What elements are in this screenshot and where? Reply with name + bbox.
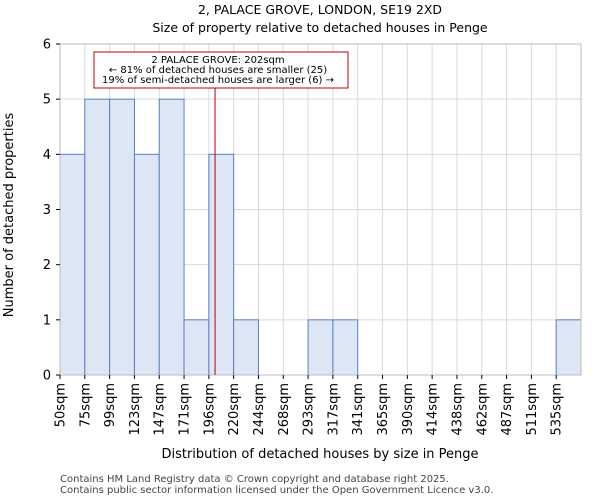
x-tick-label: 511sqm <box>525 383 540 436</box>
x-tick-label: 75sqm <box>78 383 93 427</box>
y-tick-label: 2 <box>43 258 51 273</box>
x-axis-ticks: 50sqm 75sqm 99sqm 123sqm 147sqm 171sqm 196sqm 2… <box>54 375 565 436</box>
x-tick-label: 147sqm <box>153 383 168 436</box>
annotation-frame <box>93 51 349 89</box>
bar-293sqm <box>307 319 334 376</box>
footer-line1: Contains HM Land Registry data © Crown c… <box>60 474 449 485</box>
y-axis-label: Number of detached properties <box>2 113 17 318</box>
annotation-line3: 19% of semi-detached houses are larger (… <box>102 75 334 86</box>
x-tick-label: 196sqm <box>202 383 217 436</box>
bar-220sqm <box>233 319 259 376</box>
x-tick-label: 123sqm <box>128 383 143 436</box>
x-tick-label: 244sqm <box>252 383 267 436</box>
bars <box>59 98 582 376</box>
y-tick-label: 0 <box>43 369 51 384</box>
y-tick-label: 1 <box>43 313 51 328</box>
bar-317sqm <box>332 319 359 376</box>
y-axis-ticks: 0 1 2 3 4 5 6 <box>43 38 60 384</box>
bar-123sqm <box>133 153 160 376</box>
y-tick-label: 5 <box>43 93 51 108</box>
x-tick-label: 414sqm <box>426 383 441 436</box>
x-tick-label: 365sqm <box>376 383 391 436</box>
histogram-chart: 2, PALACE GROVE, LONDON, SE19 2XD Size o… <box>2 2 582 462</box>
bar-99sqm <box>109 98 135 376</box>
x-tick-label: 99sqm <box>103 383 118 427</box>
x-tick-label: 341sqm <box>351 383 366 436</box>
y-tick-label: 4 <box>43 148 51 163</box>
x-tick-label: 171sqm <box>178 383 193 436</box>
x-axis-label: Distribution of detached houses by size … <box>161 447 478 462</box>
chart-title-line2: Size of property relative to detached ho… <box>152 20 488 35</box>
annotation-line2: ← 81% of detached houses are smaller (25… <box>109 65 327 76</box>
x-tick-label: 487sqm <box>500 383 515 436</box>
annotation-box: 2 PALACE GROVE: 202sqm ← 81% of detached… <box>93 51 349 89</box>
x-tick-label: 268sqm <box>277 383 292 436</box>
bar-535sqm <box>555 319 582 376</box>
x-tick-label: 220sqm <box>227 383 242 436</box>
y-tick-label: 3 <box>43 203 51 218</box>
bar-147sqm <box>158 98 185 376</box>
x-tick-label: 390sqm <box>401 383 416 436</box>
bar-50sqm <box>59 153 86 376</box>
x-tick-label: 462sqm <box>475 383 490 436</box>
bar-75sqm <box>84 98 111 376</box>
x-tick-label: 50sqm <box>54 383 69 427</box>
x-tick-label: 317sqm <box>326 383 341 436</box>
y-tick-label: 6 <box>43 38 51 53</box>
footer-line2: Contains public sector information licen… <box>60 485 494 496</box>
annotation-line1: 2 PALACE GROVE: 202sqm <box>151 55 284 66</box>
bar-196sqm <box>208 153 235 376</box>
bar-171sqm <box>183 319 210 376</box>
x-tick-label: 293sqm <box>302 383 317 436</box>
x-tick-label: 438sqm <box>450 383 465 436</box>
x-tick-label: 535sqm <box>550 383 565 436</box>
chart-title-line1: 2, PALACE GROVE, LONDON, SE19 2XD <box>198 2 442 17</box>
